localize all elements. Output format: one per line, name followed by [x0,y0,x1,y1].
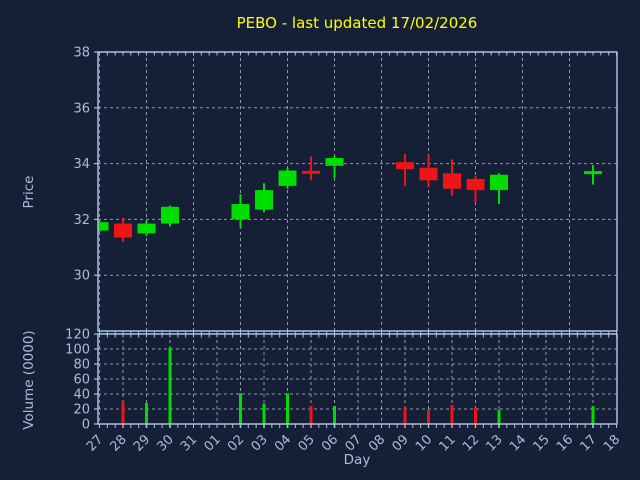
candle-body [255,190,273,210]
candle-body [466,178,485,191]
price-tick-label: 36 [73,101,90,116]
x-tick-label: 13 [484,432,506,454]
candle-body [278,170,297,186]
x-tick-label: 17 [578,432,600,454]
volume-bar [121,401,125,424]
candle-body [231,204,250,220]
x-tick-label: 05 [296,432,318,454]
candle-body [98,222,109,231]
price-axis-label: Price [21,176,37,209]
volume-tick-label: 60 [73,373,90,388]
volume-tick-label: 0 [82,418,90,433]
volume-bar [286,393,289,424]
x-tick-label: 04 [272,432,294,454]
candle-body [443,173,461,189]
x-tick-label: 31 [178,432,200,454]
candle-body [114,223,132,238]
volume-bar [403,407,407,424]
candle-body [325,158,344,166]
data-layer [98,153,602,428]
volume-tick-label: 20 [73,403,90,418]
x-axis-label: Day [344,452,371,468]
axes-layer [94,51,618,428]
volume-axis-label: Volume (0000) [21,330,37,429]
x-tick-label: 27 [84,432,106,454]
x-tick-label: 03 [249,432,271,454]
x-tick-label: 12 [460,432,482,454]
x-tick-label: 09 [390,432,412,454]
volume-bar [450,405,454,424]
x-tick-label: 28 [108,432,130,454]
volume-bar [333,406,336,424]
volume-tick-label: 80 [73,358,90,373]
x-tick-label: 10 [413,432,435,454]
x-tick-label: 29 [131,432,153,454]
volume-bar [145,403,148,424]
candle-body [161,206,179,224]
x-tick-label: 30 [155,432,177,454]
price-tick-label: 30 [73,269,90,284]
x-tick-label: 14 [507,432,529,454]
price-tick-label: 34 [73,157,90,172]
volume-tick-label: 100 [65,343,90,358]
price-panel-spine [97,51,618,332]
volume-bar [168,347,172,424]
chart-title: PEBO - last updated 17/02/2026 [237,14,478,32]
price-tick-label: 32 [73,213,90,228]
x-tick-label: 06 [319,432,341,454]
x-tick-label: 11 [437,432,459,454]
candle-body [419,167,438,181]
x-tick-label: 01 [202,432,224,454]
candle-body [396,162,414,170]
candle-body [584,171,602,175]
volume-bar [262,403,266,424]
volume-tick-label: 120 [65,328,90,343]
price-tick-label: 38 [73,46,90,61]
x-tick-label: 02 [225,432,247,454]
volume-bar [309,406,313,424]
volume-bar [427,409,430,424]
x-tick-label: 16 [554,432,576,454]
grid-layer [98,52,617,424]
candle-body [137,223,156,234]
volume-tick-label: 40 [73,388,90,403]
x-tick-label: 15 [531,432,553,454]
volume-bar [474,407,477,424]
candle-body [490,174,508,191]
x-tick-label: 18 [601,432,623,454]
volume-bar [591,406,595,424]
volume-bar [497,409,501,424]
volume-bar [239,393,242,424]
candle-body [302,170,320,174]
